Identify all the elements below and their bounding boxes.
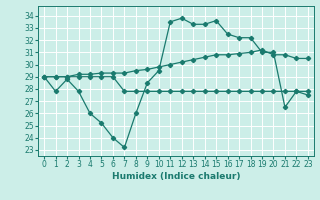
X-axis label: Humidex (Indice chaleur): Humidex (Indice chaleur) xyxy=(112,172,240,181)
